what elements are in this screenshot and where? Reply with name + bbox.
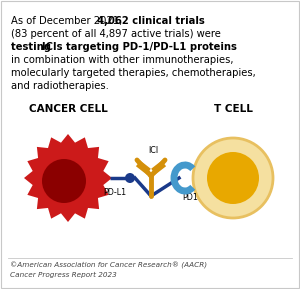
Text: T CELL: T CELL	[214, 104, 252, 114]
Text: ©American Association for Cancer Research® (AACR): ©American Association for Cancer Researc…	[10, 262, 207, 269]
Text: As of December 2021,: As of December 2021,	[11, 16, 125, 26]
Text: CANCER CELL: CANCER CELL	[28, 104, 107, 114]
Text: (83 percent of all 4,897 active trials) were: (83 percent of all 4,897 active trials) …	[11, 29, 221, 39]
Text: molecularly targeted therapies, chemotherapies,: molecularly targeted therapies, chemothe…	[11, 68, 256, 78]
Text: PD-L1: PD-L1	[103, 188, 127, 197]
Text: and radiotherapies.: and radiotherapies.	[11, 81, 109, 91]
Text: ICI: ICI	[148, 146, 158, 155]
Text: Cancer Progress Report 2023: Cancer Progress Report 2023	[10, 272, 117, 278]
Text: 4,062 clinical trials: 4,062 clinical trials	[97, 16, 205, 26]
Circle shape	[125, 173, 135, 183]
Circle shape	[42, 159, 86, 203]
Circle shape	[207, 152, 259, 204]
Text: in combination with other immunotherapies,: in combination with other immunotherapie…	[11, 55, 233, 65]
Text: PD1: PD1	[182, 193, 198, 202]
Polygon shape	[24, 134, 112, 222]
Circle shape	[193, 138, 273, 218]
Text: ICIs targeting PD-1/PD-L1 proteins: ICIs targeting PD-1/PD-L1 proteins	[42, 42, 237, 52]
Text: testing: testing	[11, 42, 55, 52]
